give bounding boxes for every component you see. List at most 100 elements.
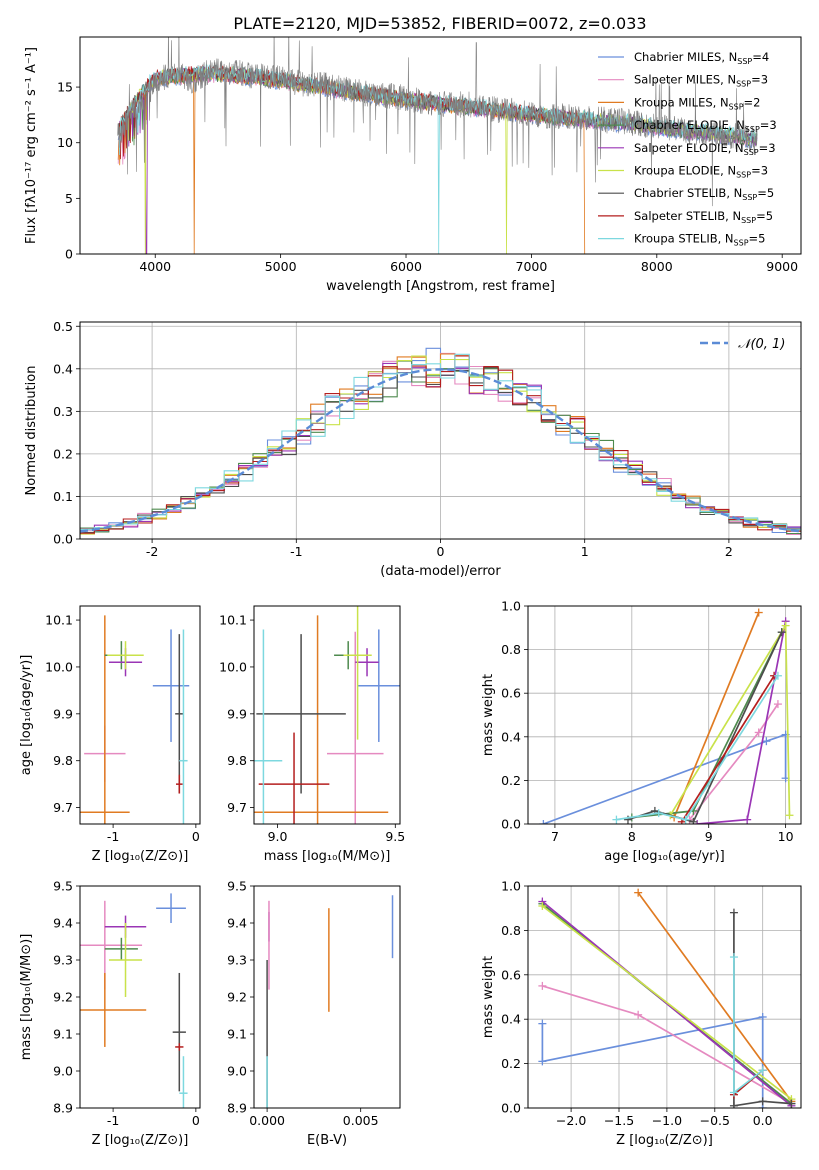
x-tick-label: 4000 [139, 259, 171, 274]
legend-entry: Chabrier STELIB, NSSP=5 [634, 186, 774, 202]
x-tick-label: -1 [290, 544, 302, 559]
x-axis-label: Z [log₁₀(Z/Z⊙)] [616, 1133, 713, 1148]
y-tick-label: 9.1 [53, 1027, 73, 1042]
legend: 𝒩(0, 1) [700, 337, 785, 352]
plus-marker [758, 1012, 767, 1021]
x-tick-label: 0 [437, 544, 445, 559]
plus-marker [729, 1088, 738, 1097]
plus-marker [773, 671, 782, 680]
plus-marker [689, 817, 698, 824]
legend-entry-subscript: SSP [736, 171, 751, 180]
axes-frame [253, 605, 401, 825]
x-tick-label: 0.005 [343, 1113, 379, 1128]
panel-4: 9.0 9.5 9.7 9.8 9.9 10.0 10.1 mass [log₁₀(M/M⊙)… [219, 605, 405, 864]
legend-entry: Salpeter STELIB, NSSP=5 [634, 209, 773, 225]
legend-entry: Salpeter MILES, NSSP=3 [634, 73, 768, 89]
y-tick-label: 0 [65, 247, 73, 262]
y-axis-label: age [log₁₀(age/yr)] [19, 655, 34, 776]
axes-frame [79, 36, 802, 255]
error-bar-point [175, 1043, 184, 1051]
y-tick-label: 9.3 [53, 953, 73, 968]
plus-marker [787, 1099, 796, 1108]
legend-entry-count: =5 [757, 186, 774, 200]
y-tick-label: 0.8 [501, 923, 521, 938]
panel-7: 0.000 0.005 8.9 9.0 9.1 9.2 9.3 9.4 9.5 E(B-V) [227, 879, 401, 1148]
plus-marker [729, 953, 738, 962]
error-bar-point [357, 629, 400, 742]
legend-entry-name: Chabrier ELODIE, N [634, 118, 745, 132]
legend-entry-subscript: SSP [741, 216, 756, 225]
observed-spectrum-line [117, 37, 758, 207]
legend-entry-subscript: SSP [744, 148, 759, 157]
y-tick-label: 9.2 [53, 990, 73, 1005]
plus-marker [785, 811, 794, 820]
y-tick-label: 9.5 [53, 879, 73, 894]
x-tick-label: 0.000 [249, 1113, 285, 1128]
y-tick-label: 9.4 [53, 916, 73, 931]
plus-marker [781, 621, 790, 630]
x-axis-label: E(B-V) [307, 1133, 347, 1148]
legend-entry-count: =5 [749, 232, 766, 246]
axes-frame [79, 321, 802, 540]
x-tick-label: 0 [192, 1113, 200, 1128]
y-tick-label: 9.0 [53, 1064, 73, 1079]
x-axis-label: mass [log₁₀(M/M⊙)] [264, 849, 391, 864]
error-bar-point [256, 634, 346, 794]
error-bar-point [254, 615, 389, 824]
y-tick-label: 0.4 [501, 729, 521, 744]
legend-entry-subscript: SSP [736, 80, 751, 89]
legend-entry-subscript: SSP [729, 102, 744, 111]
legend-entry-count: =3 [759, 141, 776, 155]
axes-frame [527, 605, 802, 825]
y-tick-label: 0.1 [53, 489, 73, 504]
y-tick-label: 1.0 [501, 879, 521, 894]
mass-weight-line [541, 900, 792, 1107]
y-tick-label: 0.6 [501, 967, 521, 982]
y-tick-label: 10.0 [45, 659, 73, 674]
y-axis-label: Normed distribution [24, 366, 39, 496]
axes-frame [527, 885, 802, 1109]
plot-area [254, 886, 400, 1108]
error-bar-point [179, 1056, 188, 1108]
plot-area [254, 606, 400, 824]
x-axis-label: age [log₁₀(age/yr)] [604, 849, 725, 864]
legend-entry: Kroupa STELIB, NSSP=5 [634, 232, 765, 248]
x-tick-label: 2 [725, 544, 733, 559]
x-tick-label: −2.0 [556, 1113, 586, 1128]
y-tick-label: 9.7 [53, 800, 73, 815]
plus-marker [539, 820, 548, 824]
plus-marker [754, 608, 763, 617]
y-tick-label: 0.2 [501, 773, 521, 788]
plus-marker [681, 815, 690, 824]
legend-entry: Chabrier ELODIE, NSSP=3 [634, 118, 777, 134]
y-tick-label: 9.5 [227, 879, 247, 894]
x-axis-label: wavelength [Angstrom, rest frame] [326, 279, 555, 294]
spectra-lines [117, 37, 758, 254]
y-tick-label: 9.2 [227, 990, 247, 1005]
x-tick-label: 7000 [516, 259, 548, 274]
x-tick-label: −1.5 [604, 1113, 634, 1128]
y-tick-label: 9.4 [227, 916, 247, 931]
legend-entry-name: Chabrier MILES, N [634, 50, 737, 64]
x-tick-label: 9 [705, 829, 713, 844]
error-bar-point [172, 972, 186, 1092]
x-tick-label: 8 [628, 829, 636, 844]
error-bar-point [176, 774, 183, 794]
plus-marker [634, 888, 643, 897]
error-bar-point [175, 634, 184, 794]
y-tick-label: 0.0 [53, 532, 73, 547]
mass-weight-line [637, 892, 793, 1102]
y-axis-label: mass weight [481, 956, 496, 1038]
legend-entry-count: =3 [751, 73, 768, 87]
error-bar-point [80, 972, 147, 1047]
x-tick-label: -1 [107, 829, 119, 844]
x-tick-label: 5000 [265, 259, 297, 274]
x-tick-label: -1 [107, 1113, 119, 1128]
panel-2: -2 -1 0 1 2 0.0 0.1 0.2 0.3 0.4 0.5 (data-model)/er… [24, 319, 802, 579]
y-tick-label: 9.9 [53, 706, 73, 721]
panel-3: -1 0 9.7 9.8 9.9 10.0 10.1 Z [log₁₀(Z/Z⊙)] age [… [19, 605, 201, 864]
legend-entry-name: Salpeter ELODIE, N [634, 141, 744, 155]
axes-frame [79, 605, 201, 825]
